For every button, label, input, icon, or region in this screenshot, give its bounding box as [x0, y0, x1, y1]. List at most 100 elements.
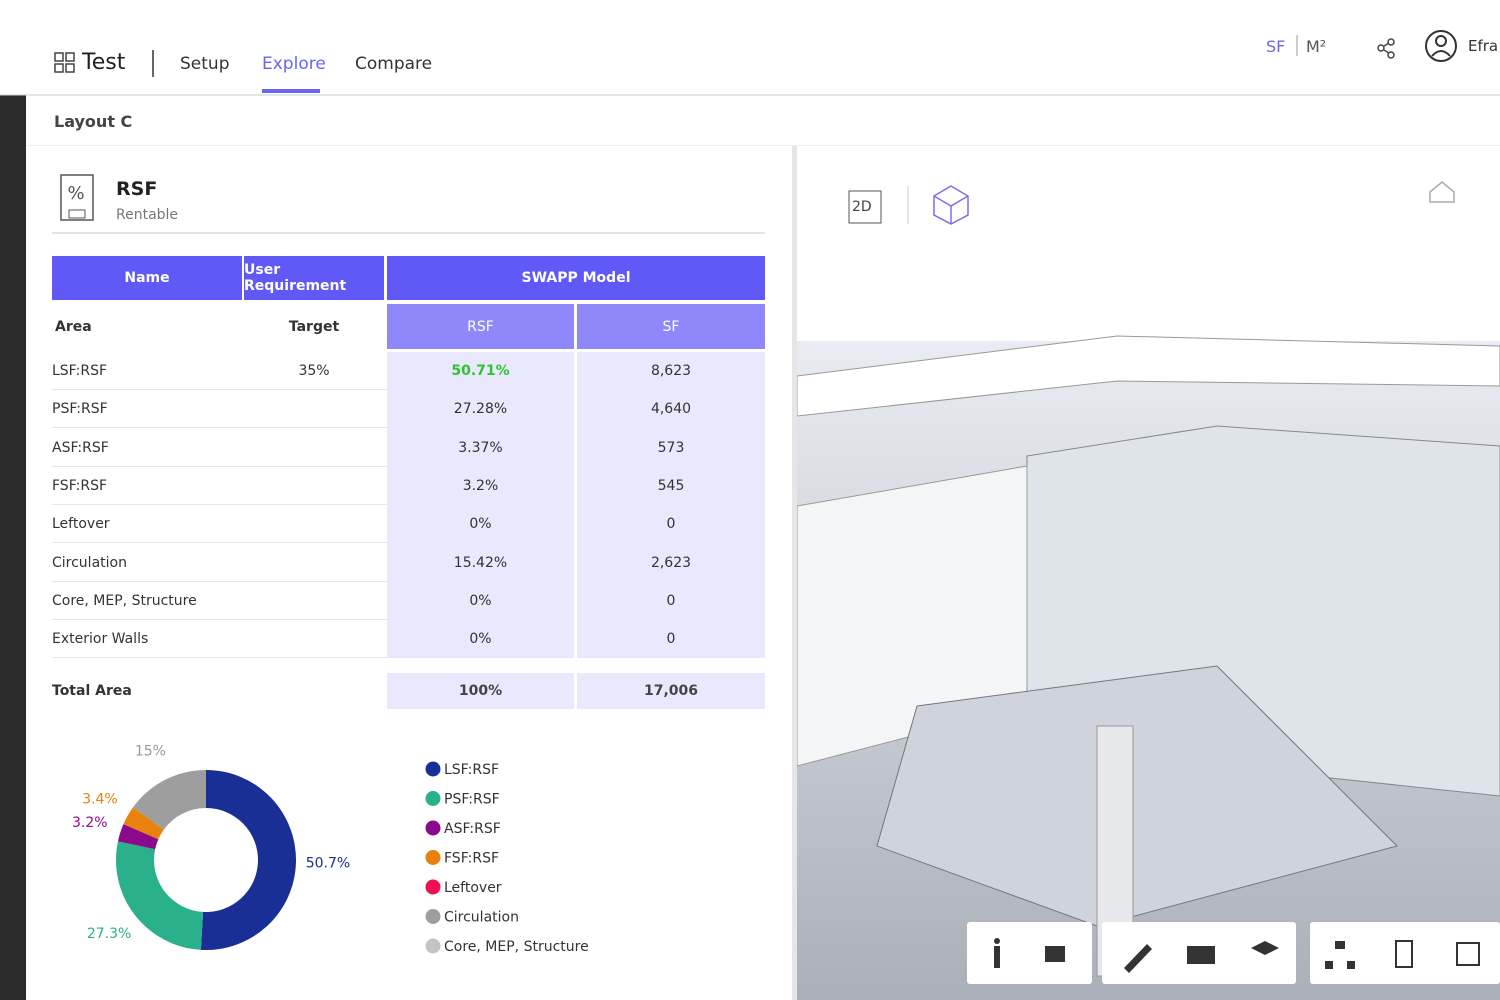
- row-name: LSF:RSF: [52, 363, 108, 379]
- row-rsf: 50.71%: [451, 363, 510, 379]
- row-line: [52, 503, 387, 505]
- row-target: 35%: [298, 363, 330, 379]
- rsf-icon: %: [60, 174, 94, 221]
- splitter[interactable]: [792, 146, 797, 1000]
- unit-toggle[interactable]: SF: [1266, 37, 1286, 56]
- svg-text:%: %: [67, 183, 84, 204]
- user-name: Efra: [1468, 37, 1499, 55]
- home-button[interactable]: [1429, 181, 1455, 203]
- subheader-cell: Area: [55, 318, 92, 335]
- row-rsf: 0%: [469, 631, 492, 648]
- legend-swatch: [425, 820, 441, 836]
- legend-swatch: [425, 909, 441, 924]
- 2d-button[interactable]: [848, 190, 882, 224]
- legend-label: Core, MEP, Structure: [444, 939, 589, 955]
- card-title: RSF: [116, 178, 158, 200]
- donut-slice: [117, 824, 159, 850]
- user-icon[interactable]: [1425, 30, 1457, 62]
- folder-tool[interactable]: [1187, 946, 1215, 964]
- brand: Test: [82, 50, 126, 75]
- layout-title: Layout C: [54, 112, 133, 131]
- legend-label: FSF:RSF: [444, 851, 499, 867]
- nav-item[interactable]: Explore: [262, 54, 326, 74]
- row-name: Exterior Walls: [52, 631, 149, 648]
- desks: [876, 665, 1398, 927]
- active-underline: [262, 89, 320, 93]
- data-bg: [577, 352, 765, 658]
- row-name: PSF:RSF: [52, 401, 108, 418]
- donut-slice: [132, 770, 206, 830]
- nav-item[interactable]: Compare: [355, 54, 433, 74]
- legend-swatch: [425, 850, 441, 865]
- legend-label: ASF:RSF: [444, 821, 501, 837]
- legend-label: Leftover: [444, 880, 502, 896]
- camera-tool[interactable]: [1045, 946, 1065, 962]
- legend-swatch: [425, 879, 441, 895]
- row-line: [52, 427, 387, 429]
- subheader-cell: SF: [577, 304, 765, 349]
- row-line: [52, 465, 387, 467]
- toolbar-icons: [994, 938, 1480, 973]
- row-line: [52, 580, 387, 582]
- tree-tool[interactable]: [1335, 941, 1345, 949]
- data-bg: [387, 352, 574, 658]
- legend-label: Circulation: [444, 910, 519, 926]
- row-line: [52, 618, 387, 620]
- donut-slice: [200, 770, 297, 950]
- total-rsf: 100%: [387, 673, 574, 709]
- report-tool[interactable]: [1395, 940, 1413, 968]
- total-sf: 17,006: [577, 673, 765, 709]
- expand-tool[interactable]: [1456, 942, 1480, 966]
- 3d-button[interactable]: [933, 185, 969, 225]
- legend-swatch: [425, 791, 441, 806]
- header: [0, 30, 1500, 146]
- slice-label: 50.7%: [306, 855, 350, 871]
- card-subtitle: Rentable: [116, 207, 179, 223]
- slice-label: 27.3%: [87, 926, 131, 942]
- walk-tool-body[interactable]: [994, 946, 1000, 968]
- card-divider: [52, 232, 765, 234]
- row-name: FSF:RSF: [52, 477, 108, 494]
- slice-label: 3.4%: [82, 792, 118, 808]
- row-rsf: 27.28%: [453, 401, 508, 418]
- 3d-viewer[interactable]: [797, 146, 1500, 1000]
- unit-toggle[interactable]: M²: [1306, 37, 1327, 56]
- row-name: Circulation: [52, 554, 127, 571]
- donut-slice: [116, 841, 204, 950]
- row-line: [52, 389, 387, 390]
- object-tool[interactable]: [1251, 941, 1279, 955]
- row-sf: 2,623: [650, 554, 692, 571]
- subheader-cell: RSF: [387, 304, 574, 349]
- nav-item[interactable]: Setup: [180, 54, 230, 74]
- row-rsf: 3.37%: [458, 439, 503, 456]
- row-name: Core, MEP, Structure: [52, 592, 197, 609]
- sidebar: [0, 95, 26, 1000]
- subheader-cell: Target: [288, 318, 340, 335]
- grid-icon: [54, 52, 75, 73]
- header-cell: User Requirement: [244, 256, 384, 300]
- row-sf: 573: [657, 439, 685, 456]
- toolbar-group: [1310, 922, 1500, 984]
- row-rsf: 3.2%: [462, 477, 499, 494]
- row-line: [52, 657, 387, 659]
- measure-tool[interactable]: [1124, 944, 1152, 973]
- total-name: Total Area: [52, 683, 132, 699]
- row-name: ASF:RSF: [52, 439, 109, 456]
- toolbar-group: [967, 922, 1092, 984]
- 2d-label[interactable]: 2D: [852, 199, 872, 215]
- share-icon[interactable]: [1377, 38, 1395, 59]
- header-cell: Name: [52, 256, 242, 300]
- row-sf: 545: [657, 477, 685, 494]
- slice-label: 3.2%: [72, 815, 108, 831]
- row-rsf: 15.42%: [453, 554, 508, 571]
- row-rsf: 0%: [469, 592, 492, 609]
- legend-swatch: [425, 761, 441, 777]
- walk-tool[interactable]: [994, 938, 1000, 944]
- legend-label: PSF:RSF: [444, 792, 500, 808]
- donut-slice: [123, 807, 164, 840]
- wall: [797, 335, 1500, 417]
- row-sf: 0: [666, 516, 676, 533]
- row-sf: 8,623: [650, 363, 692, 379]
- view-toggle: [823, 173, 988, 236]
